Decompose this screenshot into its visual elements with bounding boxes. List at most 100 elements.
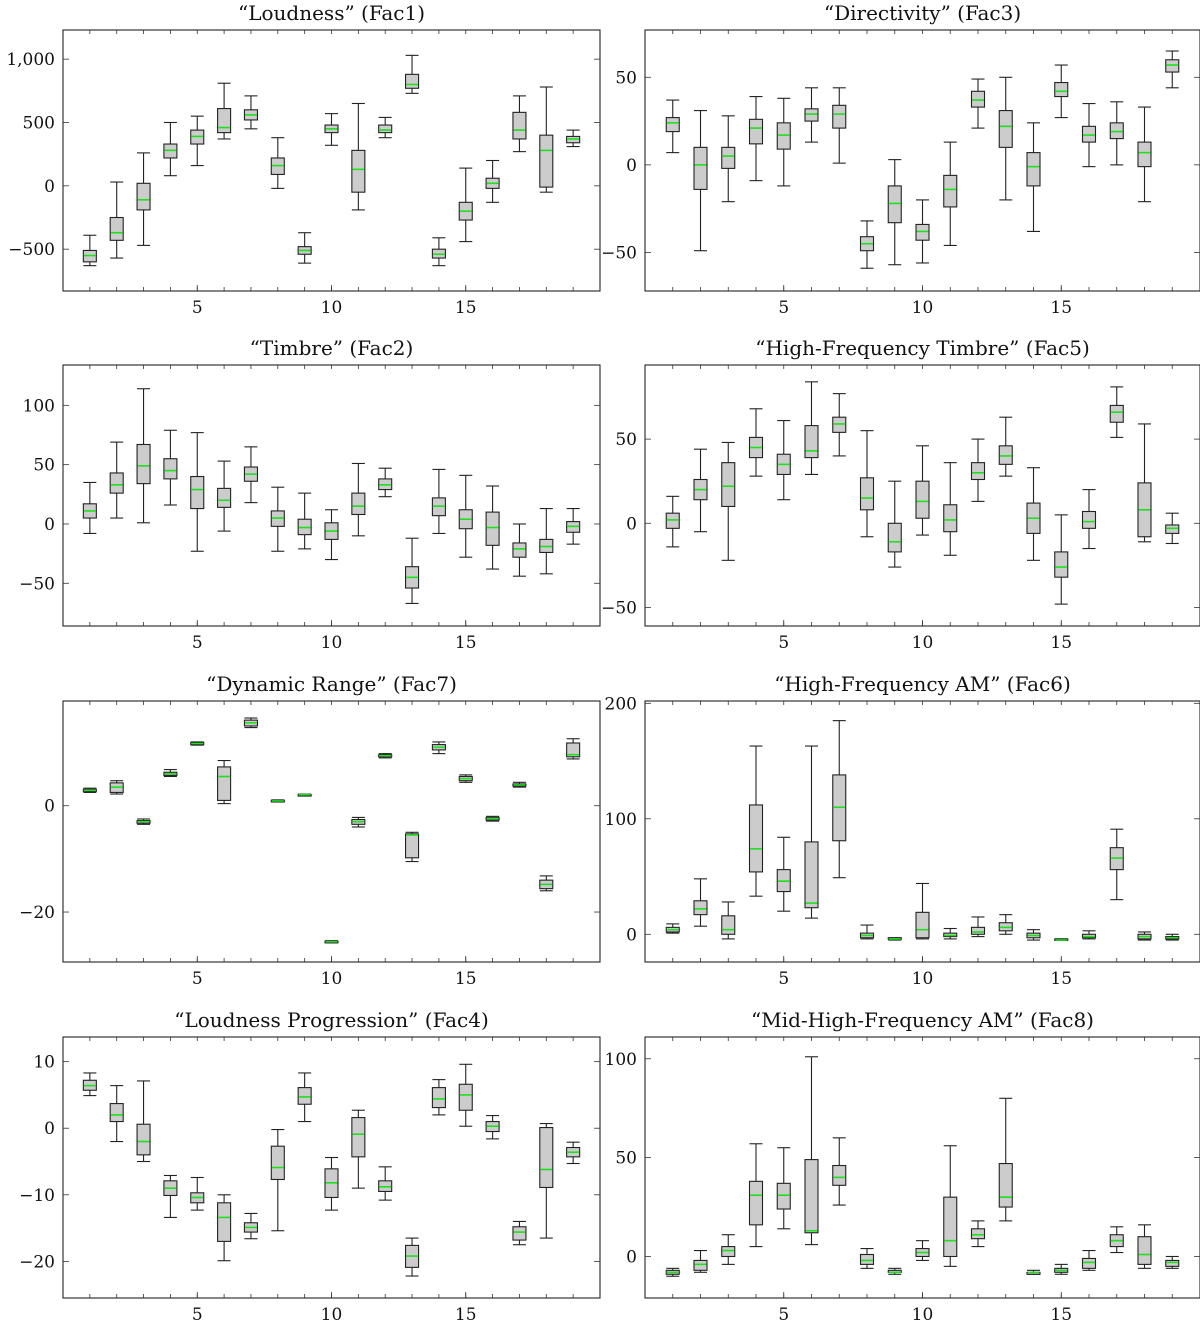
box-body [163, 458, 178, 480]
box-body [1109, 122, 1124, 140]
box-4 [163, 1174, 178, 1218]
box-15 [1054, 1263, 1069, 1275]
y-tick-label: 500 [23, 113, 55, 133]
box-body [970, 926, 986, 935]
box-12 [970, 916, 986, 938]
box-13 [998, 416, 1013, 477]
y-tick-label: −20 [19, 1252, 55, 1272]
box-body [970, 1228, 986, 1240]
box-7 [832, 720, 847, 879]
box-body [776, 122, 791, 150]
box-10 [915, 882, 930, 940]
box-4 [163, 121, 178, 177]
x-tick-label: 15 [1050, 633, 1072, 653]
x-tick-label: 5 [192, 633, 203, 653]
box-13 [404, 537, 420, 605]
box-8 [270, 137, 285, 189]
x-tick-label: 5 [192, 298, 203, 318]
box-19 [1165, 512, 1180, 545]
box-body [943, 1196, 958, 1258]
x-tick-label: 15 [455, 1305, 477, 1323]
box-body [665, 512, 680, 529]
box-body [887, 185, 902, 224]
x-tick-label: 15 [1050, 969, 1072, 989]
y-tick-label: 100 [605, 1050, 637, 1070]
box-3 [136, 152, 151, 246]
box-5 [776, 1147, 791, 1230]
y-tick-label: −50 [601, 243, 637, 263]
box-7 [243, 1212, 258, 1240]
box-body [512, 542, 527, 558]
box-17 [512, 1220, 527, 1246]
box-17 [512, 781, 527, 788]
box-19 [1165, 1255, 1180, 1269]
box-13 [404, 54, 420, 94]
y-tick-label: 0 [44, 515, 55, 535]
box-body [1137, 1236, 1152, 1265]
box-7 [243, 446, 258, 504]
box-5 [776, 420, 791, 501]
box-body [915, 911, 930, 939]
chart-panel-3: “Timbre” (Fac2) 5 10 15 −50 0 50 100 [19, 336, 601, 653]
box-17 [1109, 1226, 1124, 1254]
box-body [512, 1226, 527, 1241]
box-15 [1054, 64, 1069, 119]
box-body [109, 216, 124, 241]
box-body [943, 504, 958, 533]
box-7 [243, 95, 258, 130]
box-18 [1137, 931, 1152, 941]
y-tick-label: 0 [44, 177, 55, 197]
box-10 [324, 509, 339, 561]
box-19 [566, 738, 581, 760]
x-tick-label: 5 [192, 1305, 203, 1323]
box-8 [859, 1248, 875, 1269]
box-11 [943, 1145, 958, 1267]
box-body [136, 443, 151, 485]
box-16 [485, 815, 500, 822]
box-17 [512, 95, 527, 153]
box-body [485, 511, 500, 546]
box-12 [970, 78, 986, 129]
box-body [721, 462, 736, 507]
box-body [693, 146, 708, 190]
chart-panel-1: “Loudness” (Fac1) 5 10 15 −500 0 500 1,000 [6, 1, 601, 318]
box-body [217, 487, 232, 508]
box-9 [297, 492, 312, 550]
box-body [1165, 59, 1180, 73]
box-7 [832, 87, 847, 164]
box-body [832, 416, 847, 433]
box-3 [721, 441, 736, 561]
box-body [804, 425, 819, 459]
box-16 [1081, 489, 1097, 550]
x-tick-label: 10 [321, 969, 343, 989]
box-body [1081, 510, 1097, 529]
box-6 [804, 381, 819, 476]
box-15 [458, 167, 473, 243]
box-18 [1137, 423, 1152, 543]
box-8 [859, 924, 875, 940]
chart-title: “Timbre” (Fac2) [250, 336, 414, 360]
box-11 [943, 462, 958, 556]
box-5 [190, 432, 205, 552]
box-18 [539, 1123, 554, 1239]
box-14 [431, 741, 446, 755]
y-tick-label: 50 [615, 68, 637, 88]
box-14 [1026, 929, 1041, 941]
box-16 [1081, 930, 1097, 940]
box-2 [693, 448, 708, 533]
box-10 [324, 113, 339, 146]
box-9 [297, 232, 312, 264]
chart-title: “Dynamic Range” (Fac7) [206, 672, 457, 696]
box-8 [859, 220, 875, 269]
box-13 [404, 831, 420, 863]
x-tick-label: 5 [778, 969, 789, 989]
box-12 [970, 1220, 986, 1248]
box-12 [378, 1166, 393, 1201]
box-2 [109, 181, 124, 259]
box-body [859, 1253, 875, 1265]
box-11 [351, 102, 366, 211]
box-13 [404, 1237, 420, 1277]
box-9 [887, 937, 902, 941]
box-body [351, 492, 366, 516]
